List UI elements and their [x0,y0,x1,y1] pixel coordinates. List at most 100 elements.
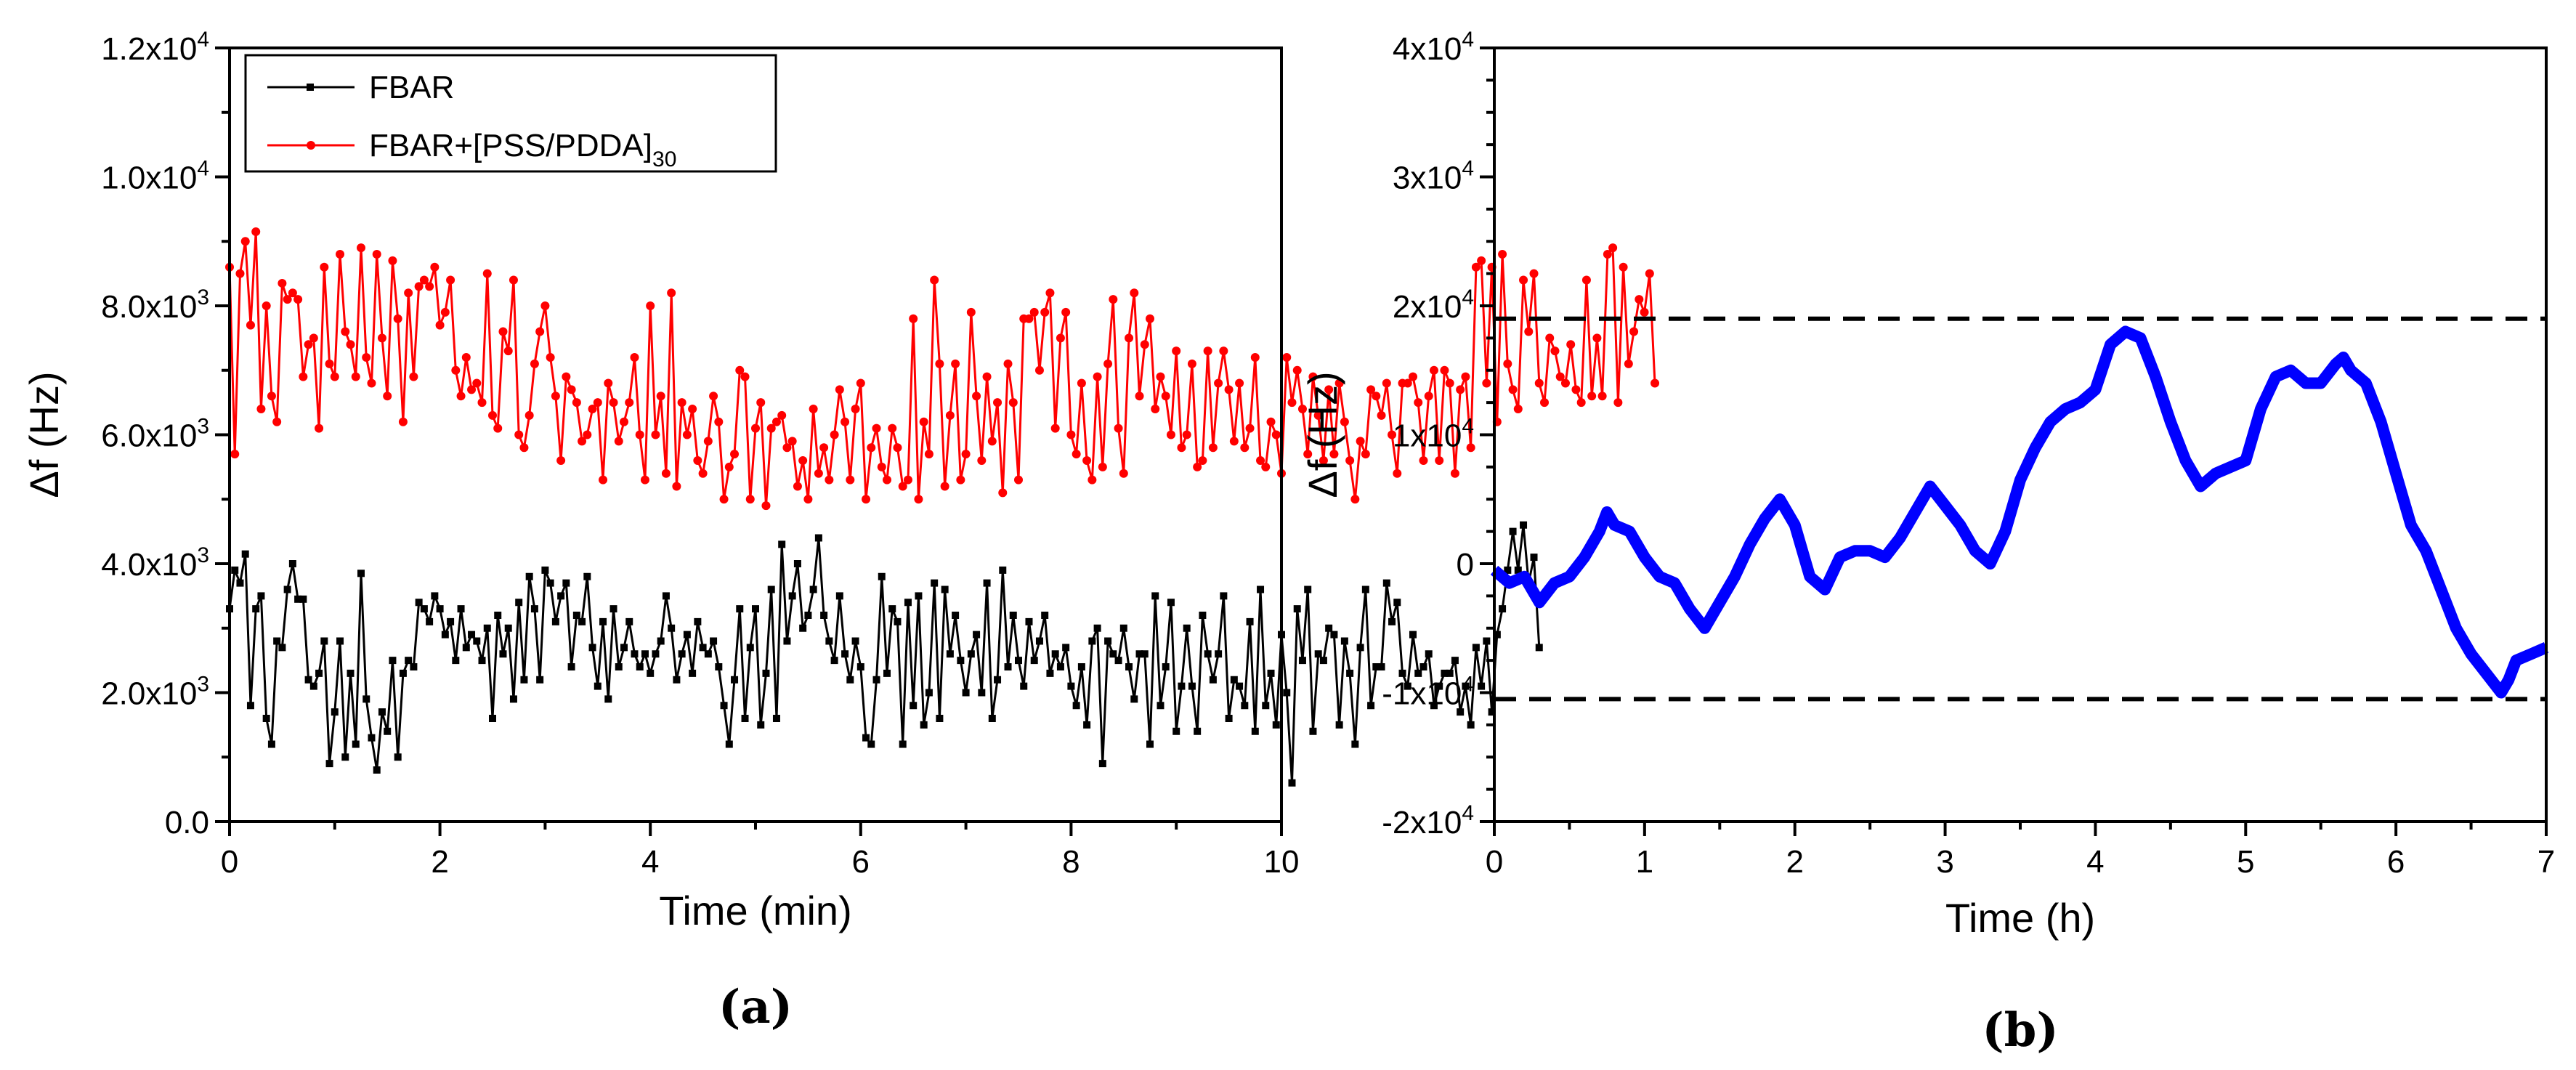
point-1-8 [267,392,276,401]
point-0-240 [1488,708,1496,716]
point-1-159 [1061,307,1071,317]
point-0-208 [1319,657,1327,665]
point-1-65 [567,385,576,394]
point-1-170 [1119,469,1128,478]
point-0-102 [762,669,770,677]
point-1-7 [262,301,271,310]
point-1-127 [893,443,902,453]
point-0-26 [362,695,370,703]
point-0-120 [856,663,864,670]
point-0-193 [1241,702,1249,710]
point-0-168 [1109,650,1117,658]
point-1-14 [299,372,308,381]
point-1-262 [1603,250,1612,259]
point-0-11 [283,585,291,593]
point-0-86 [678,650,686,658]
point-1-246 [1519,275,1528,285]
point-1-190 [1224,385,1234,394]
point-1-2 [235,269,245,278]
point-1-239 [1482,378,1491,388]
point-0-67 [578,617,586,625]
x-tick-label-0: 0 [1486,844,1503,880]
point-1-4 [246,320,255,330]
point-1-207 [1313,410,1323,420]
point-0-62 [551,617,559,625]
point-1-250 [1540,398,1549,408]
point-1-237 [1471,262,1481,272]
point-1-173 [1135,392,1144,401]
point-0-33 [399,669,407,677]
point-1-114 [825,475,834,485]
point-1-23 [346,340,355,349]
point-1-166 [1098,462,1107,471]
point-1-13 [293,295,303,304]
point-0-237 [1472,644,1480,652]
point-1-34 [404,288,413,298]
series-line-0 [228,524,1541,785]
x-tick-label-2: 2 [1786,844,1803,880]
point-0-27 [368,734,376,742]
point-0-104 [772,715,780,722]
point-1-25 [357,243,365,253]
point-0-56 [520,676,528,684]
point-0-93 [715,663,723,670]
point-1-268 [1635,295,1644,304]
point-0-70 [594,682,602,690]
point-1-33 [398,417,408,426]
point-0-166 [1098,760,1106,768]
point-0-204 [1298,657,1306,665]
point-1-243 [1503,359,1512,368]
point-1-254 [1560,378,1570,388]
point-0-211 [1335,721,1343,729]
point-0-41 [441,631,449,639]
point-1-192 [1235,378,1244,388]
point-1-194 [1245,423,1255,433]
point-0-245 [1514,566,1522,574]
point-1-57 [524,410,534,420]
point-0-148 [1004,663,1012,670]
point-0-239 [1483,637,1491,645]
point-1-106 [782,443,792,453]
point-0-202 [1288,779,1296,787]
point-1-58 [530,359,539,368]
point-0-216 [1361,585,1369,593]
point-1-186 [1203,346,1212,356]
point-1-85 [672,482,681,491]
point-1-155 [1040,307,1050,317]
point-1-36 [414,282,424,291]
point-0-236 [1467,721,1475,729]
point-1-153 [1029,307,1039,317]
point-0-113 [820,612,828,619]
point-0-3 [241,550,249,558]
point-0-79 [641,650,649,658]
point-1-112 [814,469,823,478]
point-0-151 [1020,682,1028,690]
point-1-249 [1534,378,1544,388]
point-1-253 [1555,372,1565,381]
point-1-242 [1498,250,1507,259]
x-tick-label-7: 7 [2537,844,2555,880]
point-1-202 [1287,398,1297,408]
point-0-155 [1041,612,1049,619]
panel-b-chart: 0 1 2 3 4 5 6 7 -2x104 -1x104 0 1x104 2x104 3x104 4x10… [1300,28,2555,1058]
point-0-75 [620,644,628,652]
point-1-44 [456,392,466,401]
point-0-78 [636,663,644,670]
point-0-139 [957,657,965,665]
legend-marker-1 [307,141,315,150]
point-0-167 [1104,637,1112,645]
point-1-206 [1308,372,1318,381]
point-1-146 [993,398,1003,408]
point-0-71 [599,617,607,625]
point-0-153 [1030,657,1038,665]
point-0-2 [236,579,244,587]
point-1-84 [667,288,676,298]
point-1-179 [1166,430,1175,439]
point-0-213 [1346,669,1354,677]
point-0-161 [1072,702,1080,710]
point-0-177 [1157,702,1165,710]
point-1-218 [1372,392,1381,401]
point-1-208 [1319,456,1328,465]
point-1-94 [719,495,729,504]
point-1-125 [883,475,891,485]
